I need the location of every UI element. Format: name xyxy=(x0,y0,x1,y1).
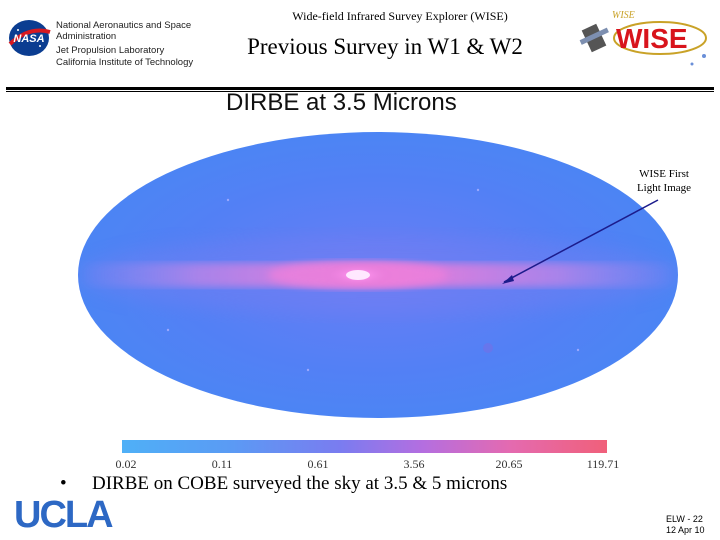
annotation-line-2: Light Image xyxy=(636,182,692,194)
arrow-head-icon xyxy=(502,275,514,284)
colorbar-tick: 0.11 xyxy=(211,457,233,471)
colorbar-tick: 0.02 xyxy=(115,457,137,471)
svg-text:WISE: WISE xyxy=(616,23,688,54)
nasa-logo: NASA xyxy=(8,20,51,56)
header-rule-thin xyxy=(6,91,714,92)
org-line-jpl: Jet Propulsion Laboratory xyxy=(56,45,165,56)
colorbar-tick: 20.65 xyxy=(495,457,523,471)
figure-title: DIRBE at 3.5 Microns xyxy=(226,89,457,116)
org-line-admin: Administration xyxy=(56,31,117,42)
header-rule xyxy=(6,87,714,90)
colorbar-tick: 3.56 xyxy=(403,457,425,471)
color-bar xyxy=(122,440,607,453)
footer-date: 12 Apr 10 xyxy=(666,525,705,535)
mission-title: Wide-field Infrared Survey Explorer (WIS… xyxy=(292,9,508,23)
wise-logo: WISE WISE xyxy=(572,4,712,76)
org-line-caltech: California Institute of Technology xyxy=(56,57,194,68)
org-line-nasa: National Aeronautics and Space xyxy=(56,20,192,31)
annotation-wise-first-light: WISE First Light Image xyxy=(624,167,704,195)
annotation-arrow xyxy=(503,199,659,283)
bullet-mark: • xyxy=(60,473,67,494)
colorbar-tick: 0.61 xyxy=(307,457,329,471)
dirbe-sky-map xyxy=(78,132,678,418)
ucla-logo: UCLA xyxy=(14,494,114,536)
colorbar-tick: 119.71 xyxy=(586,457,620,471)
footer-event: ELW - 22 xyxy=(666,514,703,524)
bullet-text: DIRBE on COBE surveyed the sky at 3.5 & … xyxy=(92,473,508,494)
annotation-line-1: WISE First xyxy=(639,168,689,180)
slide-title: Previous Survey in W1 & W2 xyxy=(247,34,523,59)
svg-text:WISE: WISE xyxy=(612,10,635,21)
svg-text:NASA: NASA xyxy=(13,33,44,45)
